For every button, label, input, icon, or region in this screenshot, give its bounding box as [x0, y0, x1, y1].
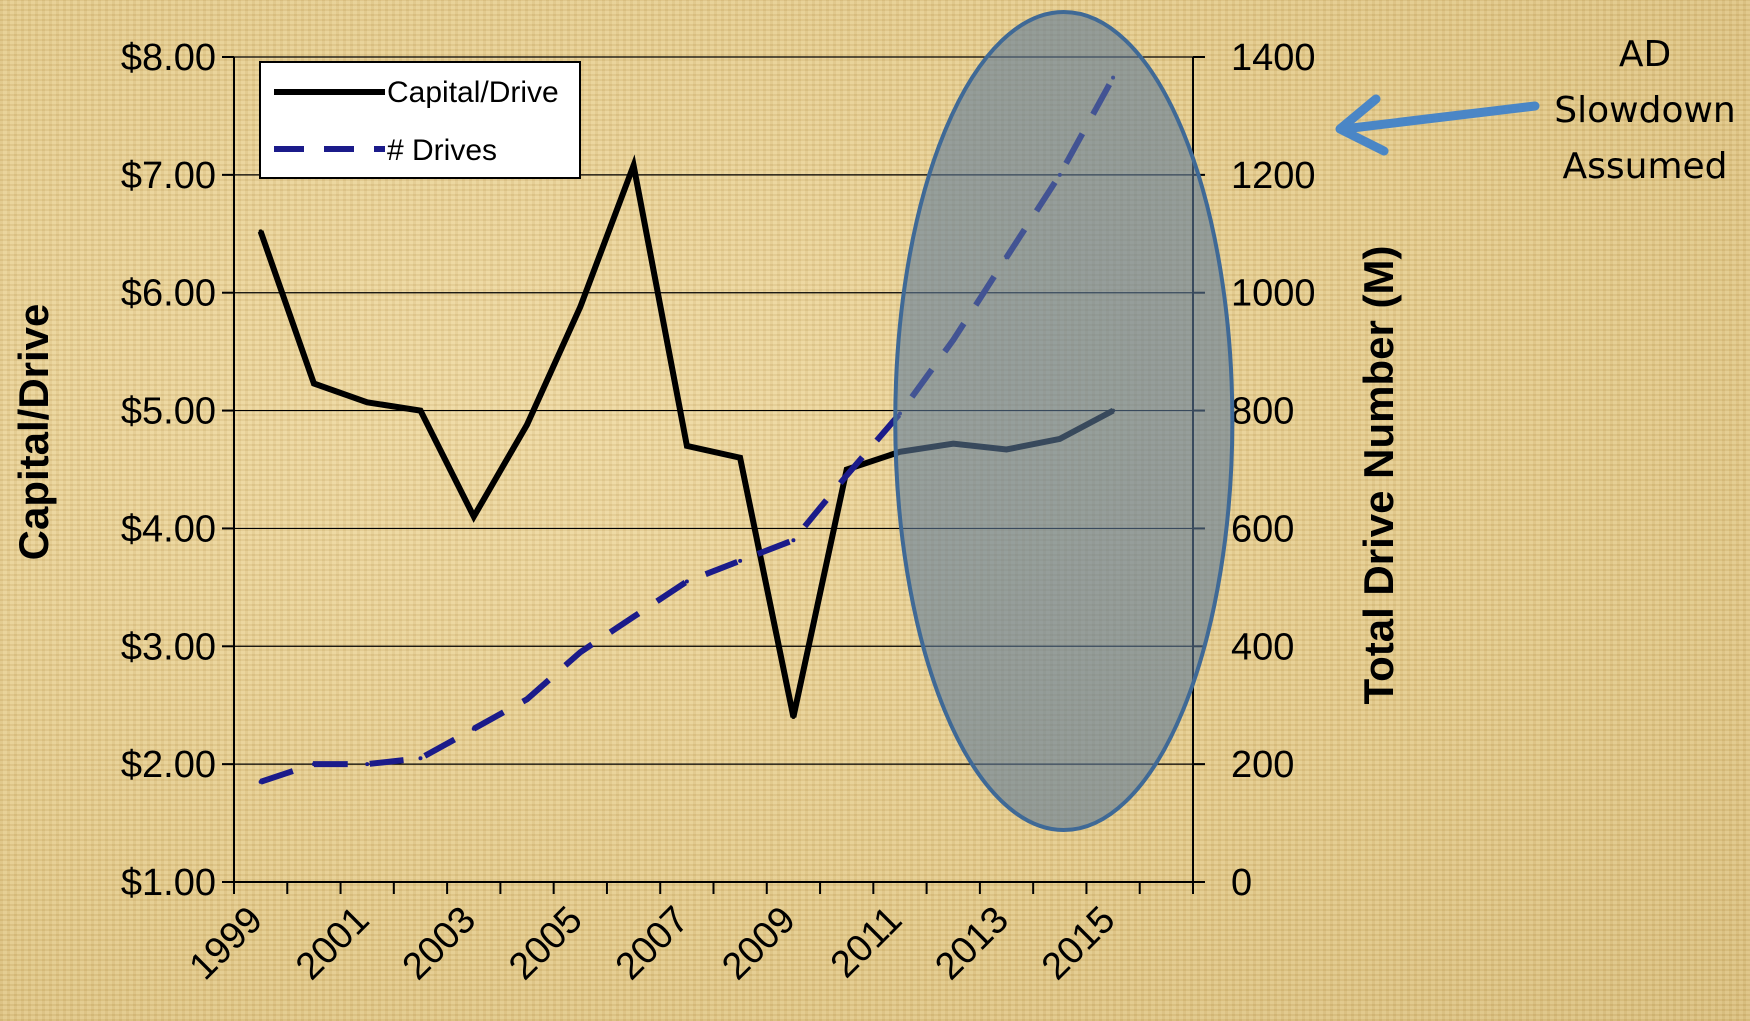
y-right-tick-label: 1200 [1231, 155, 1316, 197]
y-tick-label: $6.00 [121, 273, 216, 315]
y-right-tick-label: 1400 [1231, 37, 1316, 79]
data-point [311, 762, 316, 767]
y-right-axis-title: Total Drive Number (M) [1355, 246, 1402, 705]
highlight-ellipse [893, 10, 1235, 832]
y-right-tick-label: 200 [1231, 744, 1294, 786]
y-tick-label: $1.00 [121, 862, 216, 904]
y-right-tick-label: 800 [1231, 391, 1294, 433]
x-tick-label: 2011 [823, 899, 910, 986]
y-right-tick-label: 600 [1231, 508, 1294, 550]
y-right-tick-label: 400 [1231, 626, 1294, 668]
annotation-arrow-shaft [1347, 101, 1540, 133]
data-point [258, 779, 263, 784]
x-tick-label: 2009 [714, 899, 803, 988]
data-point [365, 400, 370, 405]
data-point [418, 408, 423, 413]
y-axis-title: Capital/Drive [10, 304, 57, 561]
annotation-line-3: Assumed [1562, 146, 1727, 187]
data-point [791, 715, 796, 719]
y-tick-label: $3.00 [121, 626, 216, 668]
data-point [844, 473, 849, 478]
y-tick-label: $4.00 [121, 508, 216, 550]
annotation-line-2: Slowdown [1554, 90, 1735, 131]
x-tick-label: 2007 [608, 899, 697, 988]
y-right-tick-label: 1000 [1231, 273, 1316, 315]
data-point [738, 455, 743, 460]
legend: Capital/Drive # Drives [259, 61, 581, 179]
x-tick-label: 2015 [1034, 899, 1123, 988]
legend-label-capital-drive: Capital/Drive [387, 76, 559, 109]
data-point [684, 579, 689, 584]
data-point [471, 514, 476, 519]
y-tick-label: $8.00 [121, 37, 216, 79]
data-point [578, 650, 583, 655]
data-point [631, 163, 636, 168]
data-point [258, 229, 263, 234]
y-tick-labels: $1.00 $2.00 $3.00 $4.00 $5.00 $6.00 $7.00 $8.00 [121, 37, 216, 904]
annotation-arrow-head [1335, 94, 1389, 156]
data-point [418, 756, 423, 761]
data-point [525, 422, 530, 427]
y-right-tick-labels: 0 200 400 600 800 1000 1200 1400 [1231, 37, 1316, 904]
axis-ticks [222, 56, 1205, 894]
data-point [738, 558, 743, 563]
data-point [525, 697, 530, 702]
y-tick-label: $7.00 [121, 155, 216, 197]
x-tick-labels: 1999 2001 2003 2005 2007 2009 2011 2013 2015 [182, 899, 1124, 988]
y-tick-label: $5.00 [121, 391, 216, 433]
data-point [578, 304, 583, 309]
x-tick-label: 2003 [395, 899, 484, 988]
x-tick-label: 2013 [927, 899, 1016, 988]
annotation-line-1: AD [1619, 34, 1671, 75]
annotation: AD Slowdown Assumed [1335, 34, 1736, 187]
x-tick-label: 1999 [182, 899, 271, 988]
x-tick-label: 2005 [501, 899, 590, 988]
data-point [471, 726, 476, 731]
highlight-layer [893, 10, 1235, 832]
series-line-drives [259, 76, 1116, 785]
legend-label-drives: # Drives [387, 134, 497, 167]
y-tick-label: $2.00 [121, 744, 216, 786]
data-point [631, 614, 636, 619]
x-tick-label: 2001 [288, 899, 377, 988]
data-point [684, 443, 689, 448]
data-point [311, 381, 316, 386]
y-right-tick-label: 0 [1231, 862, 1252, 904]
data-point [365, 762, 370, 767]
legend-box [259, 61, 581, 179]
data-point [791, 538, 796, 543]
